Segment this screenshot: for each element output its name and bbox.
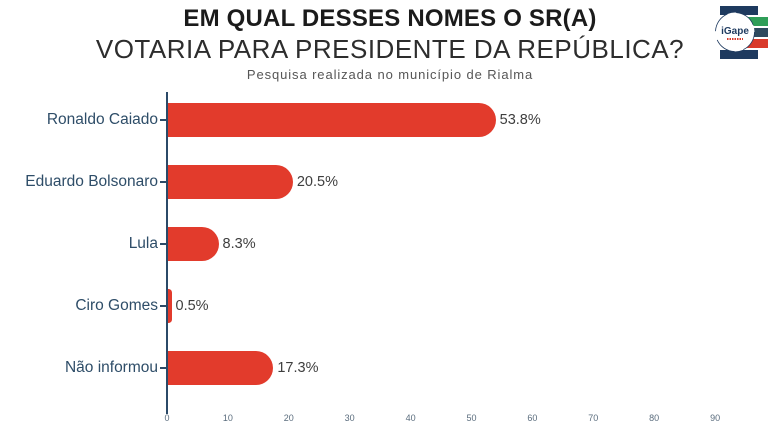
data-bar bbox=[168, 165, 293, 199]
chart-title-line1: EM QUAL DESSES NOMES O SR(A) bbox=[183, 5, 597, 32]
y-axis-line bbox=[166, 92, 168, 414]
category-tick-mark bbox=[160, 305, 166, 307]
data-bar bbox=[168, 103, 496, 137]
x-tick-label: 50 bbox=[466, 413, 477, 423]
value-label: 20.5% bbox=[296, 174, 338, 190]
igape-logo-text: iGape bbox=[721, 26, 749, 37]
x-tick-label: 80 bbox=[649, 413, 660, 423]
igape-logo-graphic: iGape bbox=[715, 6, 768, 59]
chart-subtitle: Pesquisa realizada no município de Rialm… bbox=[246, 67, 534, 82]
category-label: Ciro Gomes bbox=[75, 297, 158, 314]
data-bar bbox=[168, 351, 274, 385]
value-label: 0.5% bbox=[175, 298, 209, 314]
bar-chart: Ronaldo Caiado 53.8% Eduardo Bolsonaro 20.5… bbox=[0, 92, 780, 424]
chart-title-line2: VOTARIA PARA PRESIDENTE DA REPÚBLICA? bbox=[95, 34, 685, 64]
category-tick-mark bbox=[160, 243, 166, 245]
bar-row: Ronaldo Caiado 53.8% bbox=[0, 103, 780, 137]
chart-header: EM QUAL DESSES NOMES O SR(A) VOTARIA PAR… bbox=[0, 4, 780, 82]
x-tick-label: 70 bbox=[588, 413, 599, 423]
value-label: 8.3% bbox=[222, 236, 256, 252]
category-tick-mark bbox=[160, 181, 166, 183]
bar-row: Lula 8.3% bbox=[0, 227, 780, 261]
bar-row: Não informou 17.3% bbox=[0, 351, 780, 385]
category-tick-mark bbox=[160, 367, 166, 369]
x-tick-label: 40 bbox=[405, 413, 416, 423]
x-tick-label: 10 bbox=[222, 413, 233, 423]
category-label: Eduardo Bolsonaro bbox=[25, 173, 158, 190]
data-bar bbox=[168, 289, 172, 323]
category-tick-mark bbox=[160, 119, 166, 121]
x-tick-label: 20 bbox=[283, 413, 294, 423]
data-bar bbox=[168, 227, 219, 261]
igape-logo: iGape bbox=[713, 5, 771, 59]
x-tick-label: 90 bbox=[710, 413, 721, 423]
category-label: Ronaldo Caiado bbox=[46, 111, 158, 128]
value-label: 53.8% bbox=[499, 112, 541, 128]
category-label: Lula bbox=[128, 235, 158, 252]
bar-row: Ciro Gomes 0.5% bbox=[0, 289, 780, 323]
x-tick-label: 30 bbox=[344, 413, 355, 423]
bar-row: Eduardo Bolsonaro 20.5% bbox=[0, 165, 780, 199]
value-label: 17.3% bbox=[277, 360, 319, 376]
x-tick-label: 60 bbox=[527, 413, 538, 423]
category-label: Não informou bbox=[64, 359, 158, 376]
x-tick-label: 0 bbox=[164, 413, 170, 423]
